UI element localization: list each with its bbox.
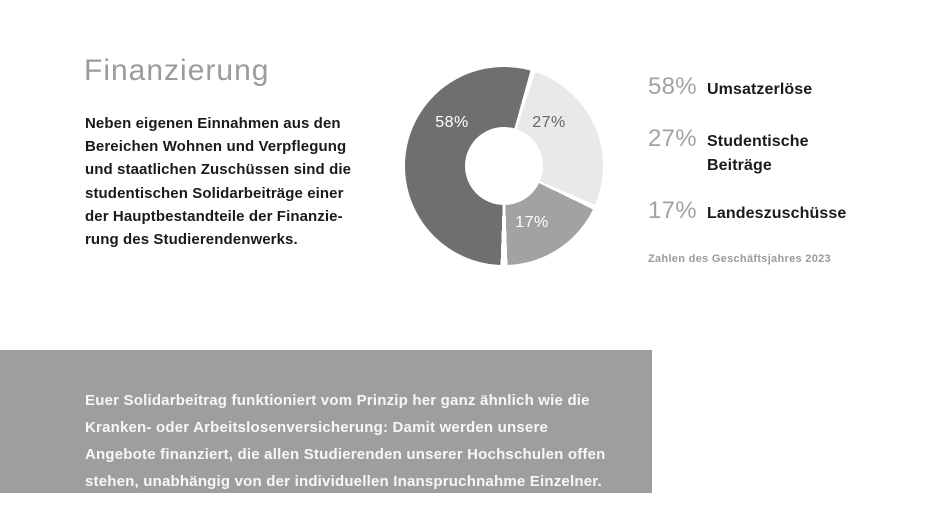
callout-paragraph: Euer Solidarbeitrag funktioniert vom Pri… (85, 392, 606, 490)
legend-percent: 27% (648, 125, 697, 152)
slice-label-umsatzerloese: 58% (435, 114, 469, 131)
legend-item-studentische-beitraege: 27% Studentische Beiträge (648, 125, 837, 178)
legend-label: Studentische Beiträge (707, 133, 809, 174)
slice-label-landeszuschuesse: 17% (515, 214, 549, 231)
callout-box: Euer Solidarbeitrag funktioniert vom Pri… (0, 350, 652, 493)
legend-percent: 58% (648, 73, 697, 100)
slice-label-studentische-beitraege: 27% (532, 114, 566, 131)
donut-chart-area: 58% 27% 17% (405, 67, 603, 265)
legend-label: Umsatzerlöse (707, 81, 813, 98)
page-title: Finanzierung (84, 54, 270, 88)
intro-paragraph: Neben eigenen Einnahmen aus den Bereiche… (85, 115, 352, 249)
legend-item-umsatzerloese: 58% Umsatzerlöse (648, 73, 837, 102)
legend-percent: 17% (648, 197, 697, 224)
legend-label: Landeszuschüsse (707, 205, 847, 222)
legend-item-landeszuschuesse: 17% Landeszuschüsse (648, 197, 847, 226)
donut-hole (465, 127, 543, 205)
chart-footnote: Zahlen des Geschäftsjahres 2023 (648, 253, 831, 265)
